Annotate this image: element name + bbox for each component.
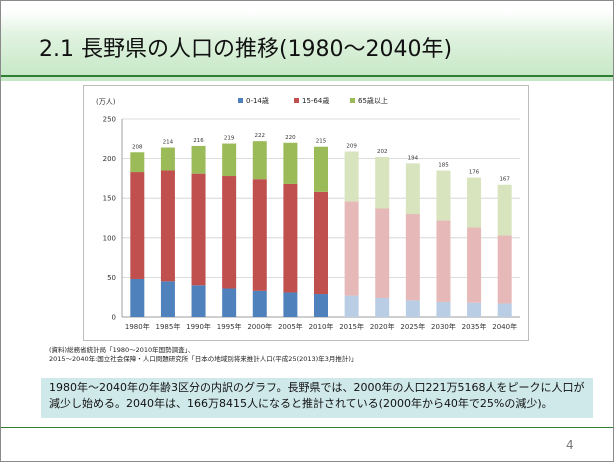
bar-segment-2 xyxy=(314,146,328,192)
chart-panel: (万人) 0 50 100 150 200 250 0-14歳 15-64歳 65歳以上 208 19… xyxy=(83,85,529,341)
legend-label-2: 65歳以上 xyxy=(358,96,388,105)
legend-swatch-1 xyxy=(294,98,299,103)
title-divider xyxy=(1,75,613,77)
bar-total-label: 202 xyxy=(377,149,388,155)
bar-segment-1 xyxy=(222,176,237,289)
bar-segment-2 xyxy=(222,143,237,177)
bar-total-label: 194 xyxy=(408,155,419,161)
bar-segment-2 xyxy=(405,163,420,215)
bar-total-label: 185 xyxy=(438,162,449,168)
bar-segment-1 xyxy=(130,172,145,279)
bar-total-label: 167 xyxy=(499,177,510,183)
source-line-1: (資料)総務省統計局「1980〜2010年国勢調査」、 xyxy=(49,346,195,354)
bar-total-label: 216 xyxy=(193,138,204,144)
legend-swatch-2 xyxy=(350,98,355,103)
bar-segment-0 xyxy=(497,303,512,317)
legend-label-1: 15-64歳 xyxy=(302,96,329,105)
bar-segment-0 xyxy=(467,302,482,317)
slide-title: 2.1 長野県の人口の推移(1980〜2040年) xyxy=(39,37,453,62)
x-tick-label: 2040年 xyxy=(492,322,517,331)
bar-segment-2 xyxy=(344,151,359,202)
bar-segment-1 xyxy=(344,201,359,296)
bar-segment-0 xyxy=(130,278,145,317)
bar-total-label: 176 xyxy=(469,170,480,176)
bar-segment-2 xyxy=(283,142,298,184)
y-tick-label: 50 xyxy=(107,274,116,282)
bar-segment-1 xyxy=(405,214,420,301)
bar-segment-0 xyxy=(160,281,175,317)
bar-segment-1 xyxy=(497,235,512,304)
x-tick-label: 1990年 xyxy=(186,322,211,331)
y-tick-label: 250 xyxy=(103,116,116,124)
source-line-2: 2015〜2040年:国立社会保障・人口問題研究所「日本の地域別将来推計人口(平… xyxy=(49,355,358,363)
bar-total-label: 215 xyxy=(316,139,327,145)
bar-total-label: 222 xyxy=(255,133,266,139)
bar-segment-1 xyxy=(467,227,482,303)
bar-segment-0 xyxy=(222,288,237,317)
bar-segment-1 xyxy=(191,173,206,286)
bar-segment-2 xyxy=(436,170,451,221)
population-chart: (万人) 0 50 100 150 200 250 0-14歳 15-64歳 65歳以上 208 19… xyxy=(96,96,520,331)
y-tick-label: 150 xyxy=(103,195,116,203)
bar-segment-1 xyxy=(314,191,328,295)
bar-segment-0 xyxy=(252,290,267,317)
bar-segment-2 xyxy=(467,177,482,228)
y-tick-label: 200 xyxy=(103,155,116,163)
x-tick-label: 2005年 xyxy=(278,322,303,331)
bar-total-label: 219 xyxy=(224,136,235,142)
bar-total-label: 208 xyxy=(132,144,143,150)
bar-segment-0 xyxy=(436,301,451,317)
x-tick-label: 2030年 xyxy=(431,322,456,331)
x-tick-label: 1995年 xyxy=(217,322,242,331)
source-note: (資料)総務省統計局「1980〜2010年国勢調査」、 2015〜2040年:国… xyxy=(49,346,357,364)
bar-total-label: 209 xyxy=(346,143,357,149)
x-tick-label: 1985年 xyxy=(156,322,181,331)
bar-segment-2 xyxy=(160,147,175,171)
y-axis-unit-label: (万人) xyxy=(96,98,116,106)
summary-note: 1980年〜2040年の年齢3区分の内訳のグラフ。長野県では、2000年の人口2… xyxy=(41,378,593,418)
legend-swatch-0 xyxy=(238,98,243,103)
x-tick-label: 2010年 xyxy=(309,322,334,331)
page-number: 4 xyxy=(566,438,574,452)
x-tick-label: 2035年 xyxy=(462,322,487,331)
bar-segment-0 xyxy=(191,285,206,317)
bar-segment-0 xyxy=(283,292,298,317)
x-tick-label: 2000年 xyxy=(247,322,272,331)
x-tick-label: 2020年 xyxy=(370,322,395,331)
bar-segment-0 xyxy=(375,297,390,317)
y-tick-label: 100 xyxy=(103,234,116,242)
y-tick-label: 0 xyxy=(112,314,116,322)
bottom-divider xyxy=(1,427,613,428)
x-tick-label: 2025年 xyxy=(400,322,425,331)
title-band xyxy=(1,1,613,81)
bar-total-label: 220 xyxy=(285,135,296,141)
bar-segment-2 xyxy=(191,145,206,174)
bar-segment-2 xyxy=(252,141,267,180)
bar-segment-1 xyxy=(375,208,390,298)
x-tick-label: 2015年 xyxy=(339,322,364,331)
bar-segment-1 xyxy=(252,179,267,291)
x-tick-label: 1980年 xyxy=(125,322,150,331)
bar-segment-1 xyxy=(436,220,451,302)
bar-segment-0 xyxy=(314,294,328,317)
bar-segment-2 xyxy=(497,184,512,236)
bar-segment-2 xyxy=(375,157,390,209)
bar-segment-1 xyxy=(160,170,175,282)
bar-segment-0 xyxy=(405,300,420,317)
bar-segment-0 xyxy=(344,295,359,317)
bar-segment-1 xyxy=(283,183,298,293)
bar-total-label: 214 xyxy=(163,140,174,146)
legend-label-0: 0-14歳 xyxy=(246,96,269,105)
bar-segment-2 xyxy=(130,152,145,173)
